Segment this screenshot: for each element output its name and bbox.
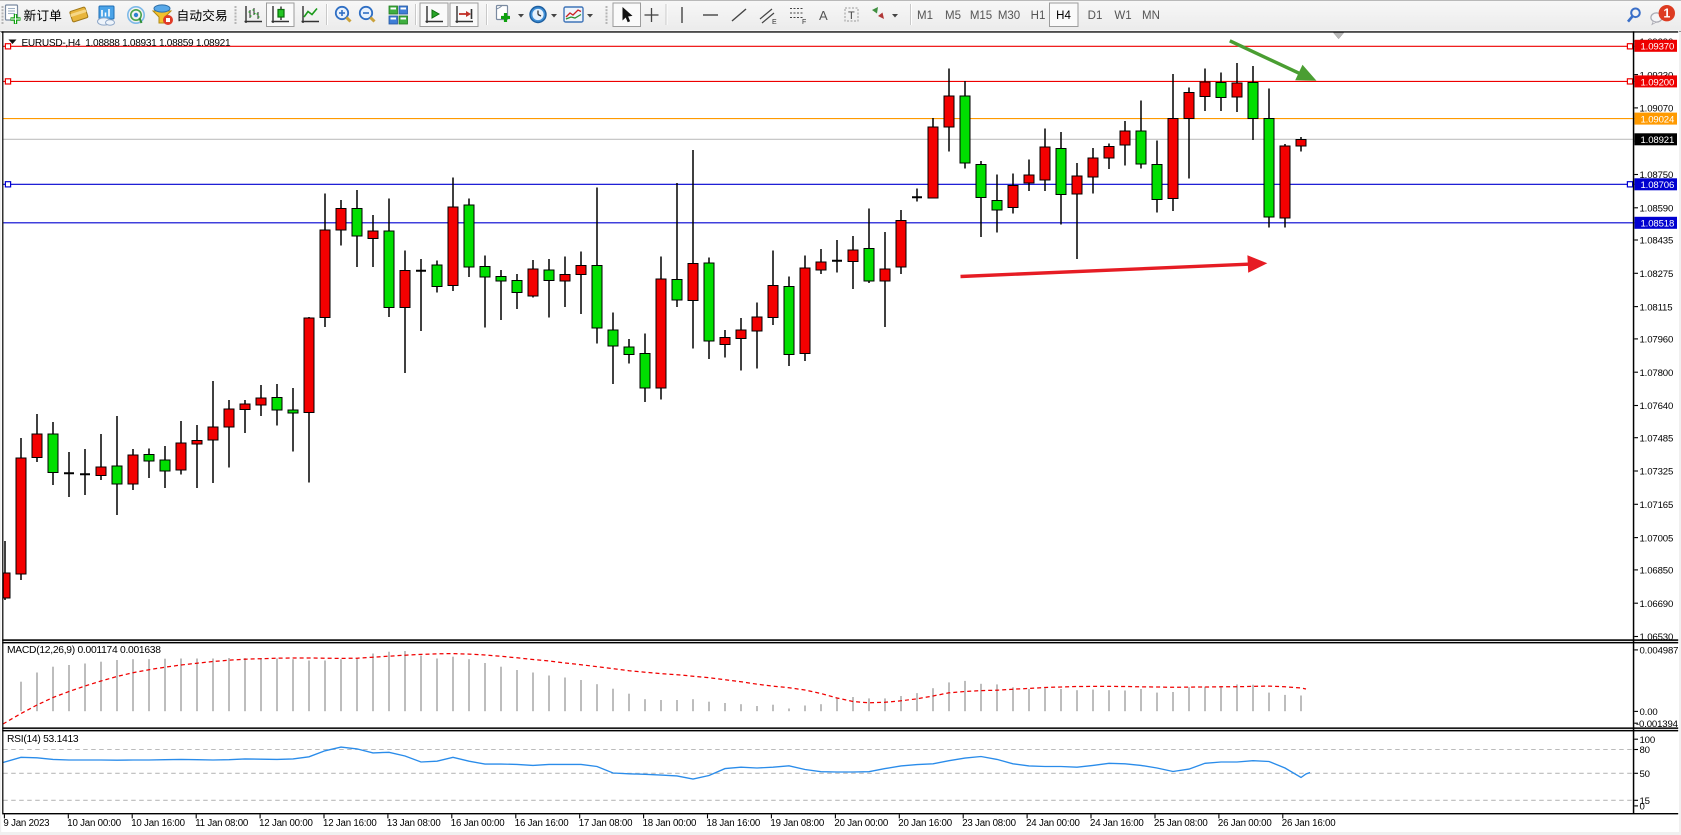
- svg-text:W1: W1: [1114, 10, 1131, 22]
- svg-text:1.06850: 1.06850: [1640, 566, 1674, 577]
- svg-text:20 Jan 16:00: 20 Jan 16:00: [898, 818, 952, 829]
- svg-text:12 Jan 00:00: 12 Jan 00:00: [259, 818, 313, 829]
- svg-text:1.08750: 1.08750: [1640, 170, 1674, 181]
- svg-text:17 Jan 08:00: 17 Jan 08:00: [579, 818, 633, 829]
- svg-text:M1: M1: [917, 10, 933, 22]
- svg-text:M5: M5: [945, 10, 961, 22]
- svg-text:23 Jan 08:00: 23 Jan 08:00: [962, 818, 1016, 829]
- svg-text:1.08706: 1.08706: [1641, 180, 1675, 191]
- svg-text:1.08275: 1.08275: [1640, 269, 1674, 280]
- svg-text:11 Jan 08:00: 11 Jan 08:00: [195, 818, 249, 829]
- svg-text:10 Jan 00:00: 10 Jan 00:00: [67, 818, 121, 829]
- svg-text:18 Jan 00:00: 18 Jan 00:00: [643, 818, 697, 829]
- svg-text:H1: H1: [1031, 10, 1046, 22]
- svg-text:MN: MN: [1142, 10, 1160, 22]
- svg-text:E: E: [772, 19, 777, 26]
- svg-text:1.08115: 1.08115: [1640, 302, 1673, 313]
- svg-text:1.07960: 1.07960: [1640, 335, 1674, 346]
- svg-text:1.08518: 1.08518: [1641, 219, 1675, 230]
- svg-text:0: 0: [1640, 802, 1645, 813]
- svg-text:1.07800: 1.07800: [1640, 368, 1674, 379]
- svg-text:26 Jan 16:00: 26 Jan 16:00: [1282, 818, 1336, 829]
- svg-text:-0.001394: -0.001394: [1636, 719, 1679, 730]
- svg-text:1: 1: [1663, 7, 1670, 21]
- svg-text:25 Jan 08:00: 25 Jan 08:00: [1154, 818, 1208, 829]
- svg-text:13 Jan 08:00: 13 Jan 08:00: [387, 818, 441, 829]
- svg-text:MACD(12,26,9) 0.001174 0.00163: MACD(12,26,9) 0.001174 0.001638: [7, 645, 161, 656]
- svg-text:18 Jan 16:00: 18 Jan 16:00: [707, 818, 761, 829]
- svg-text:1.09070: 1.09070: [1640, 104, 1674, 115]
- svg-text:EURUSD-,H4 1.08888 1.08931 1.: EURUSD-,H4 1.08888 1.08931 1.08859 1.089…: [22, 38, 231, 49]
- svg-text:M30: M30: [998, 10, 1020, 22]
- svg-text:1.06690: 1.06690: [1640, 599, 1674, 610]
- svg-text:80: 80: [1640, 745, 1650, 756]
- svg-text:0.004987: 0.004987: [1640, 646, 1679, 657]
- svg-text:12 Jan 16:00: 12 Jan 16:00: [323, 818, 377, 829]
- svg-text:F: F: [802, 19, 806, 26]
- svg-text:24 Jan 16:00: 24 Jan 16:00: [1090, 818, 1144, 829]
- svg-text:1.08921: 1.08921: [1641, 135, 1675, 146]
- svg-text:24 Jan 00:00: 24 Jan 00:00: [1026, 818, 1080, 829]
- svg-text:1.07485: 1.07485: [1640, 433, 1674, 444]
- svg-text:100: 100: [1640, 735, 1656, 746]
- svg-text:1.07640: 1.07640: [1640, 401, 1674, 412]
- svg-text:16 Jan 00:00: 16 Jan 00:00: [451, 818, 505, 829]
- svg-text:1.07165: 1.07165: [1640, 500, 1674, 511]
- svg-text:9 Jan 2023: 9 Jan 2023: [3, 818, 49, 829]
- svg-text:0.00: 0.00: [1640, 707, 1658, 718]
- svg-text:1.07005: 1.07005: [1640, 533, 1674, 544]
- svg-text:50: 50: [1640, 769, 1650, 780]
- svg-text:H4: H4: [1056, 10, 1071, 22]
- svg-text:T: T: [848, 10, 855, 22]
- svg-text:RSI(14) 53.1413: RSI(14) 53.1413: [7, 734, 79, 745]
- svg-text:16 Jan 16:00: 16 Jan 16:00: [515, 818, 569, 829]
- svg-text:1.06530: 1.06530: [1640, 632, 1674, 643]
- svg-text:M15: M15: [970, 10, 992, 22]
- svg-text:19 Jan 08:00: 19 Jan 08:00: [770, 818, 824, 829]
- svg-text:A: A: [819, 8, 828, 23]
- svg-text:1.08590: 1.08590: [1640, 204, 1674, 215]
- svg-text:20 Jan 00:00: 20 Jan 00:00: [834, 818, 888, 829]
- svg-text:15: 15: [1640, 796, 1650, 807]
- svg-text:1.08435: 1.08435: [1640, 236, 1674, 247]
- svg-text:D1: D1: [1088, 10, 1103, 22]
- svg-text:1.07325: 1.07325: [1640, 467, 1674, 478]
- svg-text:1.09370: 1.09370: [1641, 42, 1675, 53]
- svg-text:10 Jan 16:00: 10 Jan 16:00: [131, 818, 185, 829]
- svg-text:26 Jan 00:00: 26 Jan 00:00: [1218, 818, 1272, 829]
- svg-text:1.09200: 1.09200: [1641, 77, 1675, 88]
- svg-text:1.09024: 1.09024: [1641, 115, 1675, 126]
